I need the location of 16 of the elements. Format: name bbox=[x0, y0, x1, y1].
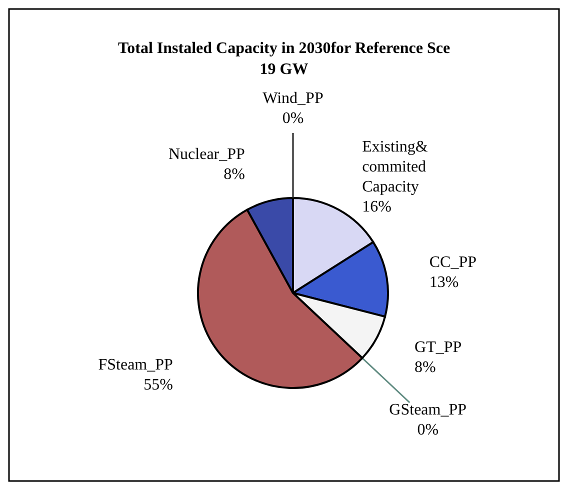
chart-title: Total Instaled Capacity in 2030for Reference Sce bbox=[118, 40, 450, 57]
category-label: GSteam_PP bbox=[389, 402, 467, 419]
data-label: 55% bbox=[144, 376, 173, 394]
text: 0% bbox=[417, 422, 439, 439]
data-label: 13% bbox=[429, 274, 459, 292]
slice-label: CC_PP bbox=[429, 254, 477, 272]
slice-label: Existing& commited Capacity bbox=[362, 138, 428, 196]
slice-label: Nuclear_PP bbox=[168, 146, 246, 164]
slice-label: FSteam_PP bbox=[98, 356, 174, 374]
data-label: 8% bbox=[414, 359, 436, 376]
slice-label: GT_PP bbox=[414, 339, 462, 356]
data-label: 16% bbox=[362, 198, 392, 216]
category-label: Wind_PP bbox=[262, 90, 324, 107]
chart-subtitle: 19 GW bbox=[260, 61, 308, 78]
data-label: 8% bbox=[224, 166, 245, 184]
text: 0% bbox=[282, 110, 304, 127]
